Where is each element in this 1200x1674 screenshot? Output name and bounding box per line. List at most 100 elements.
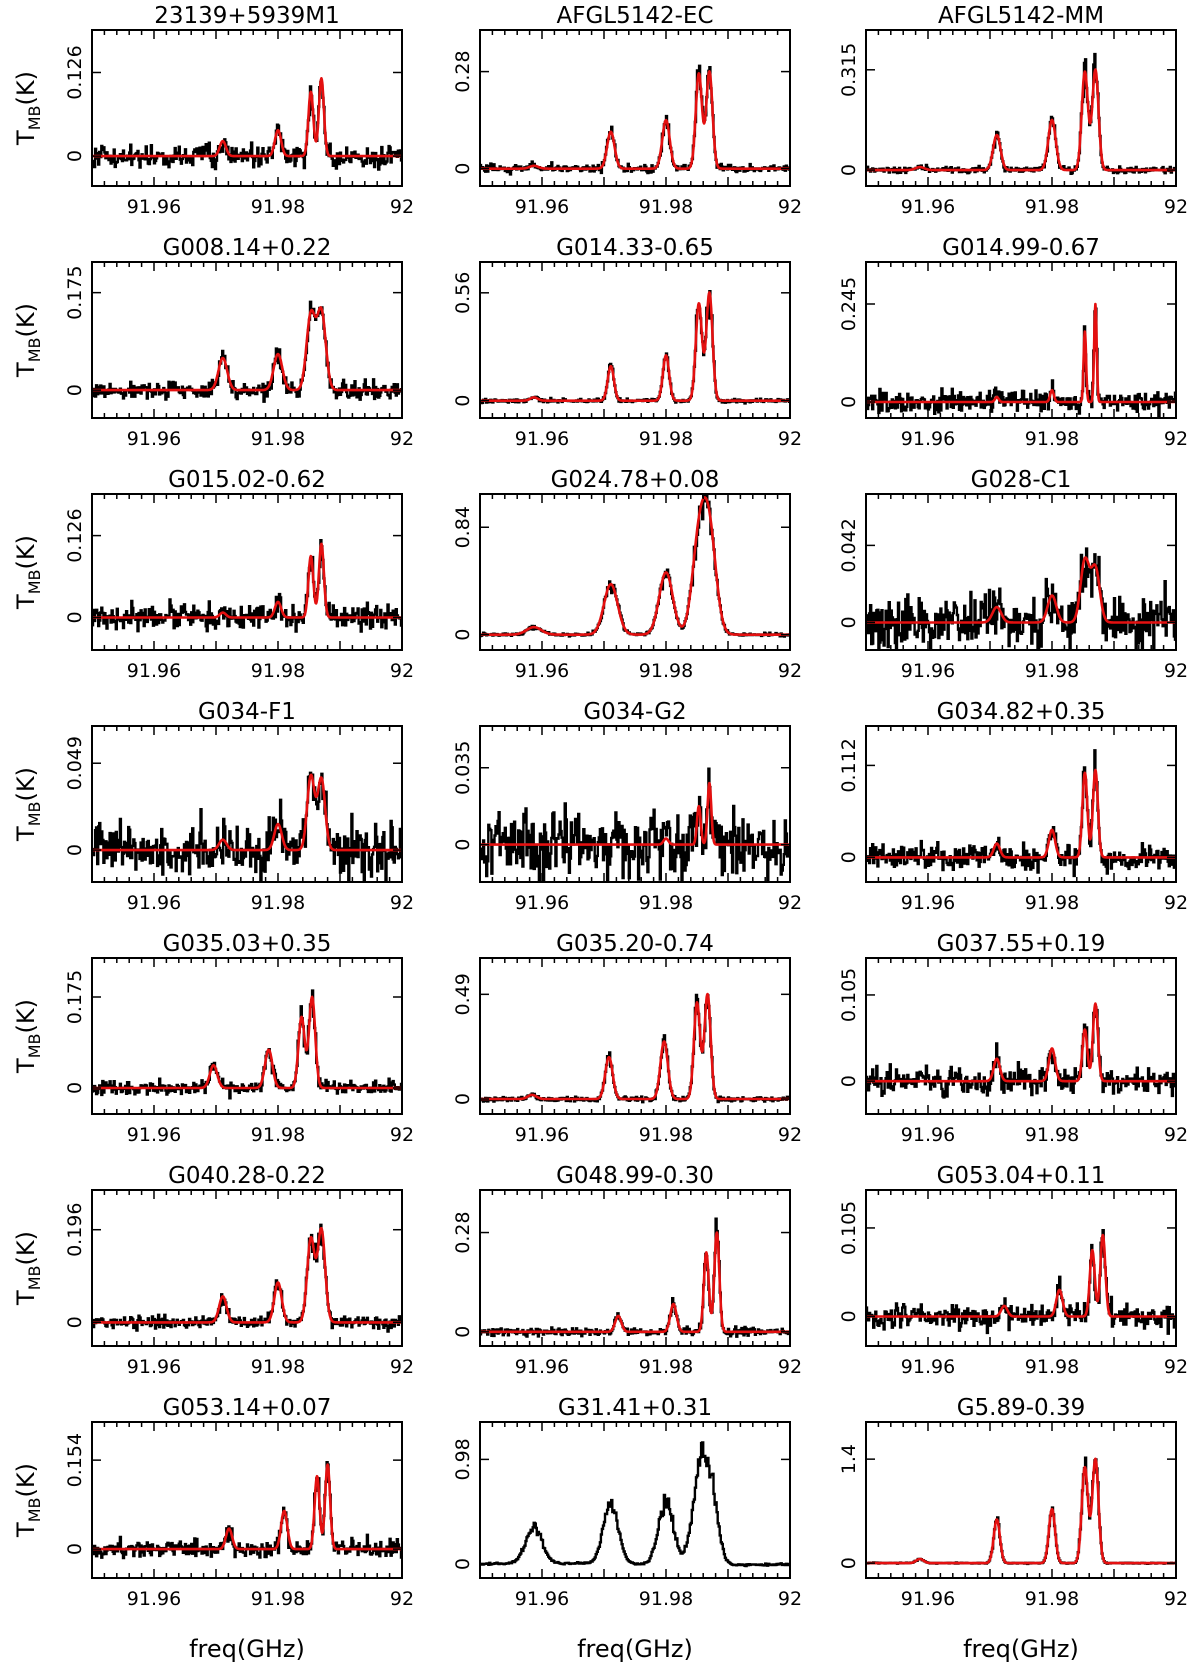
model-fit-line (92, 542, 402, 619)
panel-frame (479, 725, 791, 883)
panel-frame (91, 1421, 403, 1579)
x-tick-label: 91.98 (251, 428, 305, 450)
panel-title: G028-C1 (971, 467, 1072, 493)
model-fit-line (866, 1002, 1176, 1083)
panel-title: G048.99-0.30 (556, 1163, 714, 1189)
model-fit-line (92, 773, 402, 852)
panel-frame (479, 493, 791, 651)
panel-title: G053.14+0.07 (163, 1395, 332, 1421)
panel-title: G024.78+0.08 (551, 467, 720, 493)
y-tick-label: 0 (452, 1326, 474, 1338)
x-tick-label: 91.96 (901, 428, 955, 450)
x-tick-label: 91.98 (1025, 1356, 1079, 1378)
panel-frame (91, 725, 403, 883)
x-tick-label: 92 (1164, 1124, 1188, 1146)
panel-frame (479, 957, 791, 1115)
x-tick-label: 91.98 (251, 1588, 305, 1610)
observed-spectrum-line (92, 989, 402, 1100)
observed-spectrum-line (866, 1006, 1176, 1099)
spectrum-panel: 91.96 91.98 92 0 0.126 G015.02-0.62 TMB(K) (12, 467, 414, 682)
y-axis-label: TMB(K) (12, 535, 44, 610)
observed-spectrum-line (92, 1223, 402, 1333)
spectrum-panel: 91.96 91.98 92 0 0.042 G028-C1 (838, 467, 1188, 682)
y-tick-label: 0.105 (838, 1201, 860, 1255)
panel-title: G034-G2 (583, 699, 686, 725)
y-tick-label: 0 (64, 844, 86, 856)
x-tick-label: 91.98 (1025, 892, 1079, 914)
panel-title: G034-F1 (198, 699, 296, 725)
panel-frame (91, 261, 403, 419)
x-tick-label: 91.96 (901, 1124, 955, 1146)
y-axis-label: TMB(K) (12, 1231, 44, 1306)
spectrum-panel: 91.96 91.98 92 0 0.126 23139+5939M1 TMB(K) (12, 3, 414, 218)
panel-frame (91, 493, 403, 651)
panel-title: G31.41+0.31 (558, 1395, 712, 1421)
x-tick-label: 92 (1164, 196, 1188, 218)
y-tick-label: 0 (838, 1557, 860, 1569)
x-tick-label: 92 (1164, 892, 1188, 914)
model-fit-line (480, 496, 790, 636)
observed-spectrum-line (480, 1441, 790, 1568)
y-tick-label: 0 (452, 163, 474, 175)
panel-title: AFGL5142-EC (556, 3, 713, 29)
x-tick-label: 92 (778, 196, 802, 218)
x-tick-label: 92 (390, 660, 414, 682)
y-axis-label: TMB(K) (12, 999, 44, 1074)
panel-title: G015.02-0.62 (168, 467, 326, 493)
y-axis-label: TMB(K) (12, 767, 44, 842)
y-axis-label: TMB(K) (12, 303, 44, 378)
y-tick-label: 0 (452, 1093, 474, 1105)
panel-frame (865, 1421, 1177, 1579)
x-tick-label: 91.98 (1025, 1588, 1079, 1610)
spectrum-panel: 91.96 91.98 92 0 0.315 AFGL5142-MM (838, 3, 1188, 218)
x-tick-label: 91.98 (1025, 428, 1079, 450)
spectrum-panel: 91.96 91.98 92 0 0.175 G008.14+0.22 TMB(K) (12, 235, 414, 450)
y-tick-label: 0.035 (452, 741, 474, 795)
y-tick-label: 0.28 (452, 50, 474, 92)
y-axis-label: TMB(K) (12, 1463, 44, 1538)
x-tick-label: 91.96 (127, 660, 181, 682)
panel-frame (865, 29, 1177, 187)
panel-frame (479, 1421, 791, 1579)
model-fit-line (480, 291, 790, 402)
model-fit-line (866, 768, 1176, 859)
x-tick-label: 91.96 (127, 892, 181, 914)
y-tick-label: 0 (838, 164, 860, 176)
y-tick-label: 0.154 (64, 1433, 86, 1487)
panel-frame (91, 29, 403, 187)
y-tick-label: 0 (452, 839, 474, 851)
y-tick-label: 0 (64, 1316, 86, 1328)
panel-frame (479, 261, 791, 419)
y-tick-label: 0 (452, 1558, 474, 1570)
spectrum-panel: 91.96 91.98 92 0 0.56 G014.33-0.65 (452, 235, 802, 450)
panel-frame (91, 957, 403, 1115)
x-tick-label: 91.96 (515, 196, 569, 218)
x-tick-label: 91.96 (901, 660, 955, 682)
x-tick-label: 91.96 (515, 1588, 569, 1610)
x-tick-label: 91.98 (639, 1588, 693, 1610)
x-tick-label: 91.96 (515, 660, 569, 682)
panel-title: G037.55+0.19 (937, 931, 1106, 957)
x-tick-label: 91.96 (127, 1588, 181, 1610)
spectrum-panel: 91.96 91.98 92 0 0.28 AFGL5142-EC (452, 3, 802, 218)
x-tick-label: 91.98 (251, 660, 305, 682)
model-fit-line (480, 1231, 790, 1334)
y-tick-label: 0 (64, 1082, 86, 1094)
y-tick-label: 1.4 (838, 1444, 860, 1474)
panel-title: G035.20-0.74 (556, 931, 714, 957)
y-tick-label: 0.126 (64, 45, 86, 99)
observed-spectrum-line (480, 767, 790, 882)
observed-spectrum-line (92, 1461, 402, 1560)
x-tick-label: 91.96 (901, 1588, 955, 1610)
y-tick-label: 0 (838, 851, 860, 863)
panel-title: 23139+5939M1 (154, 3, 339, 29)
y-tick-label: 0 (64, 1543, 86, 1555)
observed-spectrum-line (92, 771, 402, 882)
model-fit-line (92, 306, 402, 392)
x-tick-label: 91.96 (515, 1124, 569, 1146)
observed-spectrum-line (480, 1217, 790, 1338)
x-tick-label: 92 (1164, 1356, 1188, 1378)
y-tick-label: 0 (838, 616, 860, 628)
observed-spectrum-line (866, 52, 1176, 175)
model-fit-line (866, 556, 1176, 624)
